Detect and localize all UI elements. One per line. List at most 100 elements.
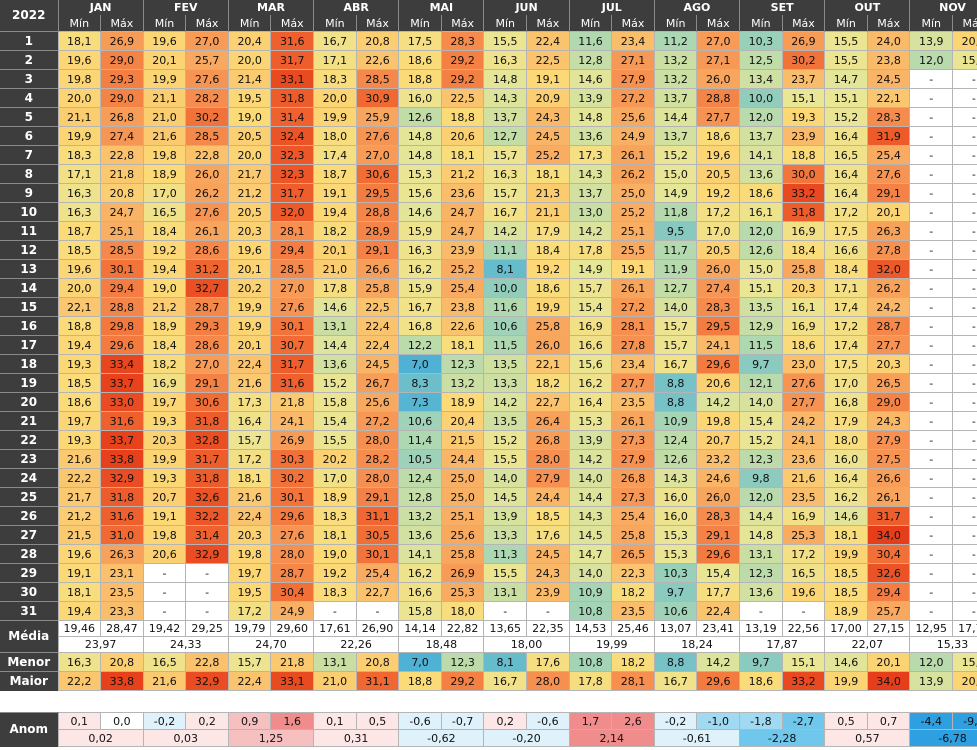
temp-cell: 20,7 (142, 487, 187, 507)
temp-cell: 19,9 (142, 69, 187, 89)
maior-cell: 16,7 (653, 671, 698, 691)
max-header: Máx (100, 15, 144, 32)
menor-cell: 15,4 (952, 652, 977, 672)
temp-cell: 28,8 (355, 202, 400, 222)
temp-cell: 15,5 (824, 50, 868, 70)
temp-cell: 27,7 (611, 373, 655, 393)
menor-cell: 20,8 (100, 652, 144, 672)
temp-cell: 30,4 (270, 582, 315, 602)
temp-cell: 14,2 (483, 392, 528, 412)
temp-cell: 25,4 (440, 278, 485, 298)
media-label: Média (0, 620, 58, 653)
temp-cell: 17,3 (568, 145, 613, 165)
temp-cell: 14,6 (824, 506, 868, 526)
maior-cell: 33,8 (100, 671, 144, 691)
temp-cell: 18,5 (57, 373, 102, 393)
temp-cell: 33,7 (100, 373, 144, 393)
temp-cell: 27,7 (696, 107, 741, 127)
temp-cell: 18,7 (57, 221, 102, 241)
temp-cell: 20,0 (227, 50, 272, 70)
media-cell: 19,46 (57, 620, 102, 637)
temp-cell: 31,2 (185, 259, 229, 279)
temp-cell: 31,6 (270, 373, 315, 393)
temp-cell: 20,2 (227, 278, 272, 298)
temp-cell: 23,0 (781, 354, 826, 374)
temp-cell: 18,3 (313, 506, 357, 526)
temp-cell: - (909, 202, 954, 222)
temp-cell: 19,9 (313, 107, 357, 127)
anom-cell: -0,6 (398, 712, 442, 730)
temp-cell: 26,0 (696, 259, 741, 279)
maior-cell: 21,6 (142, 671, 187, 691)
anom-total-cell: 0,02 (57, 729, 144, 747)
maior-cell: 33,2 (781, 671, 826, 691)
temp-cell: 12,8 (568, 50, 613, 70)
temp-cell: 27,2 (611, 88, 655, 108)
table-row: 4 20,0 29,0 21,1 28,2 19,5 31,8 20,0 30,9 16,0 22,… (0, 88, 977, 108)
temp-cell: 14,5 (483, 487, 528, 507)
temp-cell: 30,2 (781, 50, 826, 70)
temp-cell: 19,6 (781, 582, 826, 602)
temp-cell: - (909, 506, 954, 526)
temp-cell: 25,0 (440, 468, 485, 488)
maior-cell: 28,0 (526, 671, 570, 691)
table-row: 21 19,7 31,6 19,3 31,8 16,4 24,1 15,4 27,2 10,6 20… (0, 411, 977, 431)
temp-cell: 30,1 (355, 544, 400, 564)
temp-cell: 21,6 (781, 468, 826, 488)
temp-cell: 22,4 (696, 601, 741, 621)
temp-cell: - (952, 183, 977, 203)
temp-cell: 21,6 (227, 373, 272, 393)
temp-cell: - (952, 259, 977, 279)
temp-cell: 15,8 (313, 392, 357, 412)
temp-cell: 14,0 (483, 468, 528, 488)
temp-cell: 16,8 (398, 316, 442, 336)
temp-cell: 14,4 (313, 335, 357, 355)
day-label: 13 (0, 259, 58, 279)
temp-cell: 14,7 (824, 69, 868, 89)
temp-cell: 31,7 (270, 183, 315, 203)
media-cell: 29,60 (270, 620, 315, 637)
temp-cell: 26,2 (611, 164, 655, 184)
temp-cell: 29,1 (696, 525, 741, 545)
temp-cell: 25,2 (440, 259, 485, 279)
temp-cell: 11,5 (483, 335, 528, 355)
temp-cell: 27,2 (611, 297, 655, 317)
temp-cell: 27,0 (355, 145, 400, 165)
temp-cell: 27,4 (696, 278, 741, 298)
temp-cell: 26,3 (100, 544, 144, 564)
temp-cell: 20,1 (227, 335, 272, 355)
temp-cell: 17,8 (568, 240, 613, 260)
temp-cell: 13,2 (653, 69, 698, 89)
temp-cell: 29,0 (100, 88, 144, 108)
media-cell: 17,00 (824, 620, 868, 637)
temp-cell: 14,2 (483, 221, 528, 241)
temp-cell: - (952, 107, 977, 127)
temp-cell: 14,8 (568, 107, 613, 127)
media-cell: 14,53 (568, 620, 613, 637)
month-header-abr: ABR (313, 0, 400, 15)
menor-cell: 17,6 (526, 652, 570, 672)
temp-cell: 19,5 (227, 88, 272, 108)
temp-cell: 14,6 (398, 202, 442, 222)
day-label: 20 (0, 392, 58, 412)
temp-cell: 24,5 (355, 354, 400, 374)
media-cell: 22,35 (526, 620, 570, 637)
temp-cell: 29,6 (696, 544, 741, 564)
temp-cell: - (185, 563, 229, 583)
anom-cell: 0,5 (355, 712, 400, 730)
media-cell: 17,70 (952, 620, 977, 637)
temp-cell: - (313, 601, 357, 621)
anom-cell: -1,0 (696, 712, 741, 730)
temp-cell: 15,0 (653, 164, 698, 184)
temp-cell: 12,6 (653, 449, 698, 469)
temp-cell: 15,3 (653, 525, 698, 545)
temp-cell: 18,2 (526, 373, 570, 393)
temp-cell: - (952, 449, 977, 469)
maior-cell: 33,1 (270, 671, 315, 691)
temp-cell: - (952, 202, 977, 222)
temp-cell: 16,4 (824, 468, 868, 488)
temp-cell: 22,6 (355, 50, 400, 70)
temp-cell: 25,2 (526, 145, 570, 165)
temp-cell: 27,6 (866, 164, 911, 184)
temp-cell: - (909, 145, 954, 165)
